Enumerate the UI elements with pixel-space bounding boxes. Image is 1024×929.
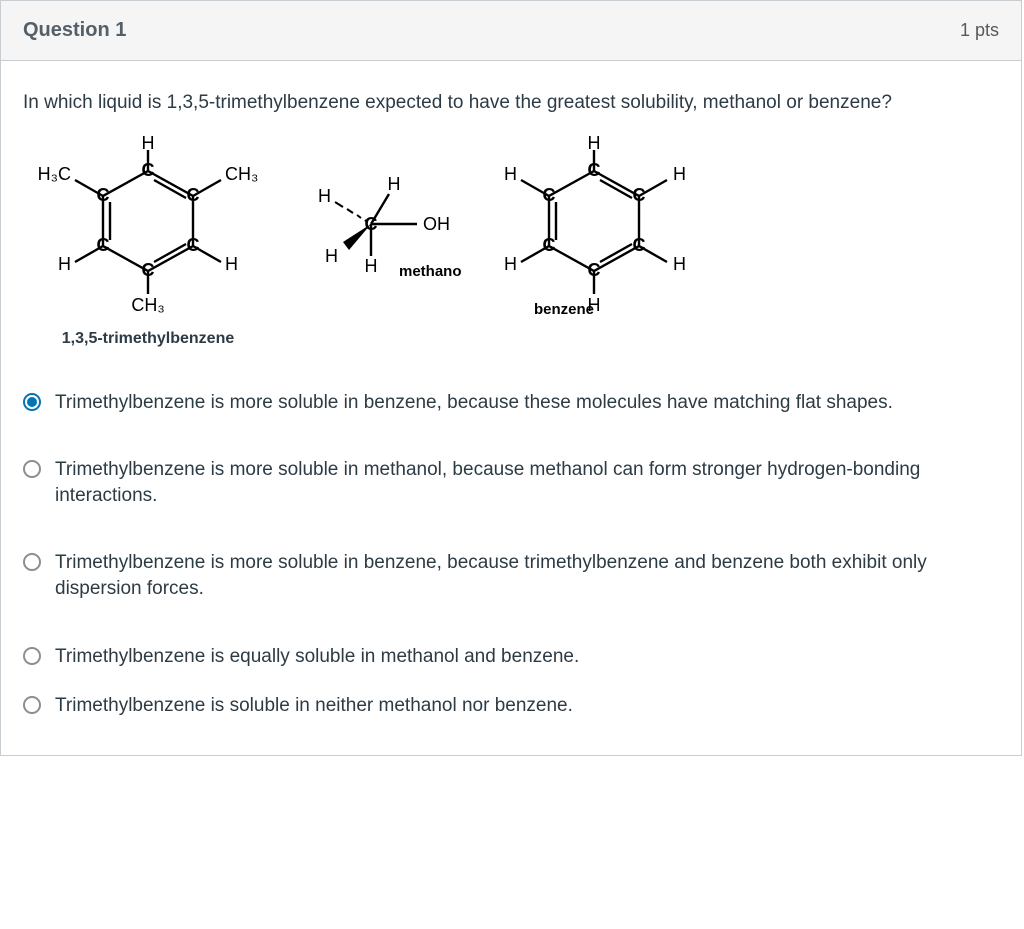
svg-text:H: H xyxy=(318,186,331,206)
svg-text:CH₃: CH₃ xyxy=(225,164,258,184)
svg-text:C: C xyxy=(633,235,646,255)
answer-text: Trimethylbenzene is soluble in neither m… xyxy=(55,693,999,719)
methanol-caption: methanol xyxy=(399,263,461,280)
svg-text:H: H xyxy=(588,136,601,153)
question-stem: In which liquid is 1,3,5-trimethylbenzen… xyxy=(23,89,999,118)
question-body: In which liquid is 1,3,5-trimethylbenzen… xyxy=(1,61,1021,755)
svg-text:C: C xyxy=(142,260,155,280)
svg-text:H: H xyxy=(673,254,686,274)
svg-text:H: H xyxy=(365,256,378,276)
svg-text:OH: OH xyxy=(423,214,450,234)
svg-text:H: H xyxy=(388,174,401,194)
radio-icon[interactable] xyxy=(23,696,41,714)
answer-text: Trimethylbenzene is equally soluble in m… xyxy=(55,644,999,670)
svg-text:H: H xyxy=(58,254,71,274)
answer-option-4[interactable]: Trimethylbenzene is equally soluble in m… xyxy=(23,632,999,682)
question-points: 1 pts xyxy=(960,20,999,41)
svg-text:H: H xyxy=(504,164,517,184)
question-header: Question 1 1 pts xyxy=(1,1,1021,61)
svg-text:H: H xyxy=(325,246,338,266)
radio-icon[interactable] xyxy=(23,393,41,411)
svg-text:C: C xyxy=(187,235,200,255)
svg-text:C: C xyxy=(142,160,155,180)
methanol-svg: C OH H H H H methanol xyxy=(291,164,461,284)
answer-option-3[interactable]: Trimethylbenzene is more soluble in benz… xyxy=(23,538,999,613)
radio-icon[interactable] xyxy=(23,647,41,665)
answer-option-5[interactable]: Trimethylbenzene is soluble in neither m… xyxy=(23,681,999,731)
molecule-figure-row: C C C C C C H CH₃ H CH₃ H H₃C xyxy=(23,136,999,348)
molecule-methanol: C OH H H H H methanol xyxy=(291,164,461,284)
svg-text:H: H xyxy=(225,254,238,274)
svg-text:H: H xyxy=(673,164,686,184)
svg-text:H: H xyxy=(142,136,155,153)
svg-text:C: C xyxy=(588,260,601,280)
svg-text:C: C xyxy=(543,185,556,205)
svg-text:C: C xyxy=(588,160,601,180)
svg-text:H: H xyxy=(504,254,517,274)
svg-text:C: C xyxy=(543,235,556,255)
answer-text: Trimethylbenzene is more soluble in meth… xyxy=(55,457,999,508)
radio-icon[interactable] xyxy=(23,553,41,571)
benzene-svg: C C C C C C H H H H H H b xyxy=(479,136,709,336)
question-card: Question 1 1 pts In which liquid is 1,3,… xyxy=(0,0,1022,756)
answer-option-1[interactable]: Trimethylbenzene is more soluble in benz… xyxy=(23,378,999,428)
answer-text: Trimethylbenzene is more soluble in benz… xyxy=(55,390,999,416)
trimethylbenzene-caption: 1,3,5-trimethylbenzene xyxy=(23,330,273,348)
svg-text:C: C xyxy=(97,185,110,205)
radio-icon[interactable] xyxy=(23,460,41,478)
molecule-benzene: C C C C C C H H H H H H b xyxy=(479,136,709,336)
answer-list: Trimethylbenzene is more soluble in benz… xyxy=(23,378,999,731)
svg-text:H₃C: H₃C xyxy=(38,164,71,184)
benzene-caption: benzene xyxy=(534,301,594,318)
trimethylbenzene-svg: C C C C C C H CH₃ H CH₃ H H₃C xyxy=(23,136,273,326)
answer-text: Trimethylbenzene is more soluble in benz… xyxy=(55,550,999,601)
svg-text:C: C xyxy=(187,185,200,205)
svg-text:C: C xyxy=(633,185,646,205)
svg-text:CH₃: CH₃ xyxy=(131,295,164,315)
question-title: Question 1 xyxy=(23,19,126,42)
svg-text:C: C xyxy=(365,214,378,234)
answer-option-2[interactable]: Trimethylbenzene is more soluble in meth… xyxy=(23,445,999,520)
molecule-trimethylbenzene: C C C C C C H CH₃ H CH₃ H H₃C xyxy=(23,136,273,348)
svg-text:C: C xyxy=(97,235,110,255)
